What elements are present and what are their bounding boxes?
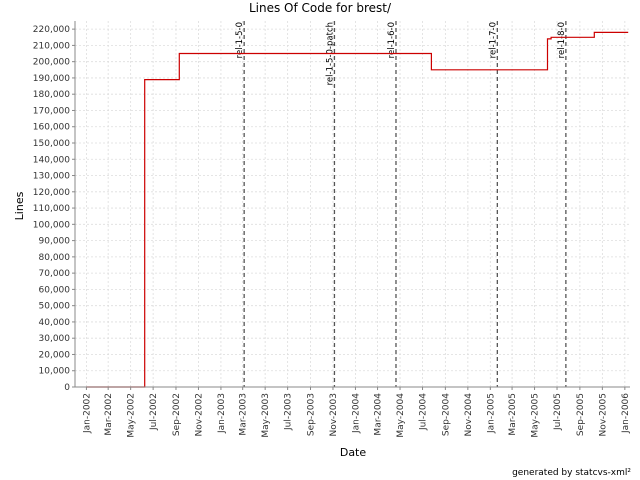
x-tick-label: Jan-2003 [217,393,227,434]
y-tick-label: 200,000 [33,58,70,68]
x-tick-label: Jul-2005 [553,393,563,431]
y-tick-label: 20,000 [39,350,71,360]
x-tick-label: Sep-2005 [576,393,586,436]
y-tick-label: 140,000 [33,155,70,165]
y-tick-label: 40,000 [39,318,71,328]
data-series [86,31,629,388]
generator-credit: generated by statcvs-xml² [512,468,631,478]
y-tick-label: 80,000 [39,253,71,263]
y-tick-label: 190,000 [33,74,70,84]
x-axis-ticks: Jan-2002 Mar-2002 May-2002 Jul-2002 Sep-2002… [82,387,631,438]
x-tick-label: Jul-2003 [284,393,294,431]
y-tick-label: 10,000 [39,367,71,377]
x-tick-label: Sep-2003 [306,393,316,436]
x-tick-label: Jan-2005 [486,393,496,434]
y-tick-label: 90,000 [39,237,71,247]
x-tick-label: Nov-2002 [194,393,204,436]
loc-series-line [86,31,629,388]
x-tick-label: Nov-2004 [464,393,474,437]
y-tick-label: 70,000 [39,269,71,279]
x-tick-label: Jul-2002 [149,393,159,431]
y-tick-label: 100,000 [33,220,70,230]
x-tick-label: Mar-2004 [374,393,384,436]
x-tick-label: Nov-2005 [598,393,608,436]
x-tick-label: Nov-2003 [329,393,339,436]
x-tick-label: Jan-2006 [621,393,631,434]
y-tick-label: 150,000 [33,139,70,149]
release-marker-label: rel-1-5-0 [235,22,245,58]
x-axis-label: Date [340,446,367,459]
release-marker-label: rel-1-7-0 [488,22,498,58]
y-axis-ticks: 0 10,000 20,000 30,000 40,000 50,000 60,000 70,… [33,25,75,393]
x-tick-label: Jul-2004 [419,393,429,431]
x-tick-label: Mar-2003 [239,393,249,436]
y-tick-label: 30,000 [39,334,71,344]
y-tick-label: 60,000 [39,285,71,295]
chart-title: Lines Of Code for brest/ [249,1,392,15]
x-tick-label: Mar-2005 [508,393,518,436]
y-tick-label: 120,000 [33,188,70,198]
x-tick-label: May-2002 [127,393,137,438]
release-marker-label: rel-1-8-0 [557,22,567,58]
release-marker-label: rel-1-6-0 [387,22,397,58]
y-tick-label: 130,000 [33,172,70,182]
y-tick-label: 0 [64,383,70,393]
y-tick-label: 110,000 [33,204,70,214]
x-tick-label: Sep-2002 [172,393,182,436]
x-tick-label: May-2005 [531,393,541,438]
axes [74,21,630,388]
y-tick-label: 210,000 [33,41,70,51]
x-tick-label: May-2003 [261,393,271,438]
y-tick-label: 180,000 [33,90,70,100]
y-tick-label: 220,000 [33,25,70,35]
x-tick-label: May-2004 [396,393,406,438]
y-tick-label: 160,000 [33,123,70,133]
grid-lines [75,21,630,388]
x-tick-label: Sep-2004 [441,393,451,436]
y-axis-label: Lines [13,191,26,220]
x-tick-label: Jan-2004 [351,393,361,434]
x-tick-label: Jan-2002 [82,393,92,434]
y-tick-label: 50,000 [39,302,71,312]
y-tick-label: 170,000 [33,106,70,116]
x-tick-label: Mar-2002 [104,393,114,436]
